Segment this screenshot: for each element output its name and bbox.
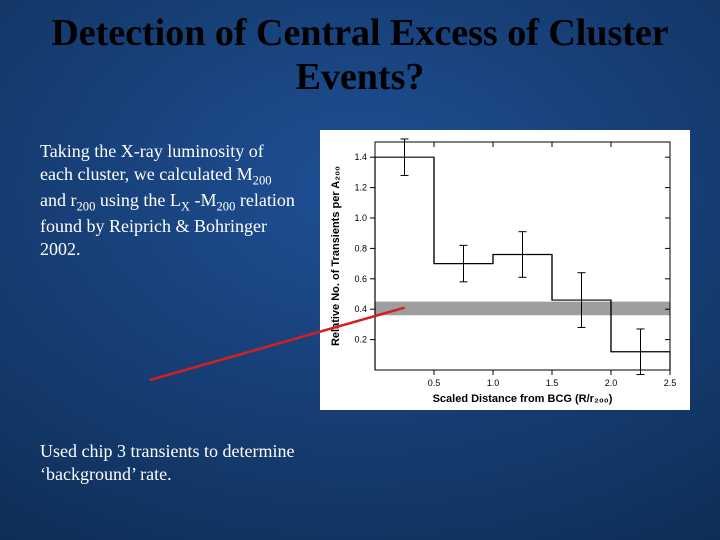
svg-text:0.6: 0.6 bbox=[354, 274, 367, 284]
chart-svg: 0.5 1.0 1.5 2.0 2.5 0.2 0.4 0.6 0.8 1.0 1.2 1.4 Scal… bbox=[320, 130, 690, 410]
transients-chart: 0.5 1.0 1.5 2.0 2.5 0.2 0.4 0.6 0.8 1.0 1.2 1.4 Scal… bbox=[320, 130, 690, 410]
svg-text:0.4: 0.4 bbox=[354, 304, 367, 314]
svg-text:2.5: 2.5 bbox=[664, 378, 677, 388]
svg-text:0.8: 0.8 bbox=[354, 243, 367, 253]
svg-text:1.0: 1.0 bbox=[354, 213, 367, 223]
svg-text:1.2: 1.2 bbox=[354, 183, 367, 193]
slide-title: Detection of Central Excess of Cluster E… bbox=[0, 12, 720, 99]
paragraph-1: Taking the X-ray luminosity of each clus… bbox=[40, 140, 300, 260]
svg-text:1.5: 1.5 bbox=[546, 378, 559, 388]
paragraph-2: Used chip 3 transients to determine ‘bac… bbox=[40, 440, 300, 485]
svg-text:2.0: 2.0 bbox=[605, 378, 618, 388]
svg-text:Scaled Distance from BCG (R/r₂: Scaled Distance from BCG (R/r₂₀₀) bbox=[433, 393, 613, 405]
svg-text:Relative No. of Transients per: Relative No. of Transients per A₂₀₀ bbox=[330, 166, 342, 346]
svg-text:1.4: 1.4 bbox=[354, 152, 367, 162]
svg-text:0.2: 0.2 bbox=[354, 335, 367, 345]
svg-text:1.0: 1.0 bbox=[487, 378, 500, 388]
svg-text:0.5: 0.5 bbox=[428, 378, 441, 388]
